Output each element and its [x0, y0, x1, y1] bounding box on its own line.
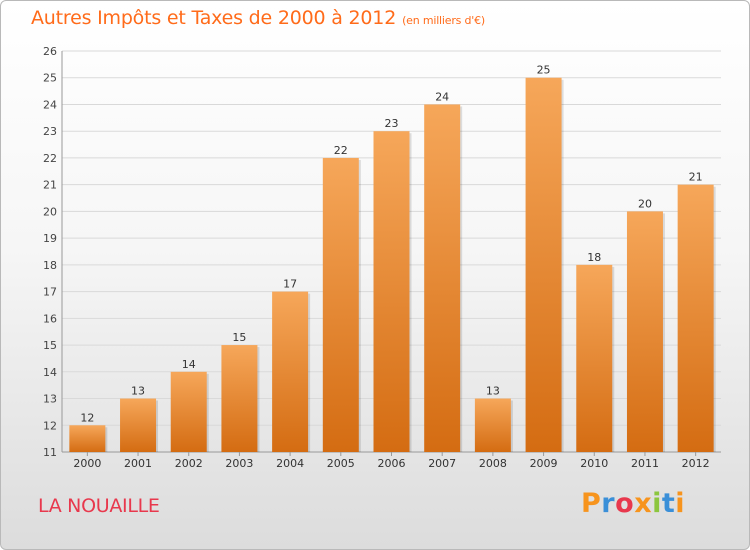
- bar: [373, 131, 410, 452]
- chart-title: Autres Impôts et Taxes de 2000 à 2012 (en…: [31, 7, 485, 29]
- logo-letter: r: [601, 488, 616, 519]
- bar: [576, 264, 613, 452]
- y-tick-label: 19: [43, 232, 57, 245]
- bar-value-label: 24: [435, 90, 449, 103]
- bar-value-label: 18: [587, 251, 601, 264]
- bar: [272, 291, 309, 452]
- bar-value-label: 25: [537, 64, 551, 77]
- y-tick-label: 21: [43, 179, 57, 192]
- logo-letter: o: [615, 488, 635, 519]
- bar: [120, 398, 157, 452]
- y-tick-label: 16: [43, 312, 57, 325]
- y-tick-label: 17: [43, 286, 57, 299]
- y-tick-label: 18: [43, 259, 57, 272]
- x-tick-label: 2003: [225, 457, 253, 470]
- bar-value-label: 20: [638, 197, 652, 210]
- logo-letter: i: [652, 488, 662, 519]
- x-tick-label: 2009: [530, 457, 558, 470]
- bar-value-label: 12: [80, 411, 94, 424]
- bar: [322, 157, 359, 452]
- bar-value-label: 22: [334, 144, 348, 157]
- value-labels: 12 13 14 15 17 22 23 24 13 25 18 20 21: [80, 64, 702, 425]
- location-name: LA NOUAILLE: [38, 495, 160, 517]
- bar-value-label: 17: [283, 278, 297, 291]
- proxiti-logo: Proxiti: [581, 488, 685, 519]
- chart-subtitle: (en milliers d'€): [402, 14, 485, 27]
- y-tick-label: 26: [43, 45, 57, 58]
- y-tick-label: 23: [43, 125, 57, 138]
- logo-letter: P: [581, 488, 602, 519]
- y-tick-label: 20: [43, 205, 57, 218]
- x-tick-label: 2006: [378, 457, 406, 470]
- x-tick-label: 2012: [682, 457, 710, 470]
- bars: [69, 77, 716, 452]
- bar: [424, 104, 461, 452]
- bar: [69, 425, 106, 452]
- bar: [221, 345, 258, 452]
- bar-value-label: 13: [486, 385, 500, 398]
- bar: [474, 398, 511, 452]
- y-tick-labels: 11 12 13 14 15 16 17 18 19 20 21 22 23 24 25 26: [43, 45, 57, 459]
- logo-letter: x: [634, 488, 653, 519]
- bar: [525, 77, 562, 452]
- x-tick-label: 2008: [479, 457, 507, 470]
- bar: [170, 371, 207, 452]
- y-tick-label: 13: [43, 393, 57, 406]
- logo-letter: i: [675, 488, 686, 519]
- y-tick-label: 25: [43, 72, 57, 85]
- bar: [677, 184, 714, 452]
- x-tick-label: 2007: [428, 457, 456, 470]
- y-tick-label: 15: [43, 339, 57, 352]
- y-tick-label: 12: [43, 419, 57, 432]
- chart-title-text: Autres Impôts et Taxes de 2000 à 2012: [31, 7, 397, 29]
- bar-value-label: 21: [689, 171, 703, 184]
- y-tick-label: 14: [43, 366, 57, 379]
- bar-value-label: 13: [131, 385, 145, 398]
- x-tick-label: 2005: [327, 457, 355, 470]
- logo-letter: t: [661, 488, 676, 519]
- x-tick-label: 2000: [73, 457, 101, 470]
- y-tick-label: 11: [43, 446, 57, 459]
- x-tick-label: 2004: [276, 457, 304, 470]
- x-tick-label: 2010: [580, 457, 608, 470]
- x-tick-label: 2001: [124, 457, 152, 470]
- bar-value-label: 23: [385, 117, 399, 130]
- y-tick-label: 24: [43, 98, 57, 111]
- y-tick-label: 22: [43, 152, 57, 165]
- x-tick-labels: 2000 2001 2002 2003 2004 2005 2006 2007 2008 2009…: [73, 452, 710, 470]
- bar-value-label: 15: [232, 331, 246, 344]
- x-tick-label: 2011: [631, 457, 659, 470]
- bar-value-label: 14: [182, 358, 196, 371]
- bar: [626, 211, 663, 452]
- x-tick-label: 2002: [175, 457, 203, 470]
